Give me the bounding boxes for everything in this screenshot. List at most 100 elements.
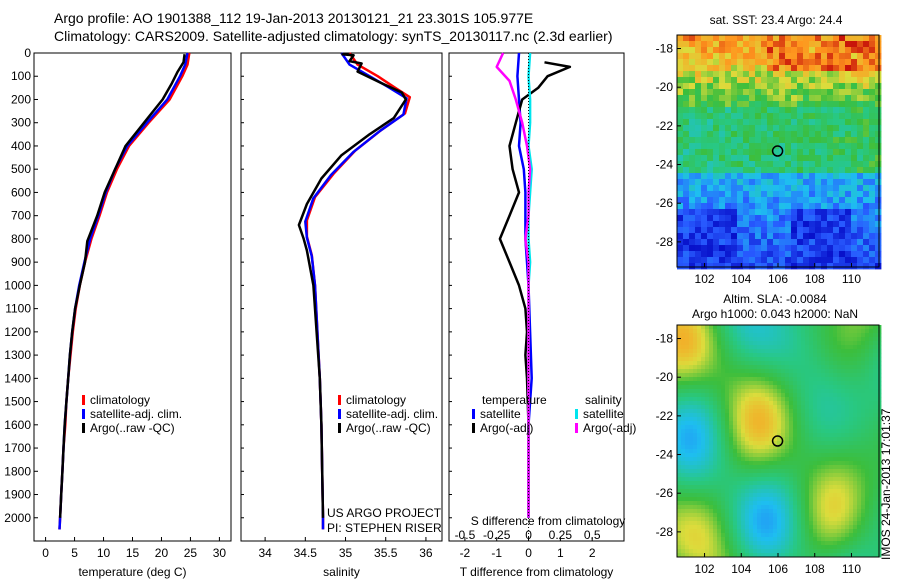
sst_map-cell xyxy=(797,233,804,240)
sla_map-cell xyxy=(749,525,754,530)
sla_map-cell xyxy=(713,421,718,426)
sla_map-cell xyxy=(801,549,806,554)
sla_map-cell xyxy=(817,441,822,446)
sst_map-cell xyxy=(773,125,780,132)
sla_map-cell xyxy=(817,325,822,330)
sst_map-cell xyxy=(749,131,756,138)
sst_map-cell xyxy=(713,215,720,222)
sst_map-cell xyxy=(839,113,846,120)
sla_map-cell xyxy=(745,481,750,486)
sla_map-cell xyxy=(841,465,846,470)
sla_map-cell xyxy=(797,553,802,558)
sla_map-cell xyxy=(849,329,854,334)
sla_map-cell xyxy=(741,553,746,558)
sla_map-cell xyxy=(865,549,870,554)
sla_map-cell xyxy=(873,393,878,398)
sst_map-cell xyxy=(719,227,726,234)
sla_map-cell xyxy=(869,369,874,374)
sst_map-cell xyxy=(827,89,834,96)
sla_map-cell xyxy=(785,509,790,514)
sst_map-cell xyxy=(677,71,684,78)
sla_map-cell xyxy=(761,341,766,346)
sla_map-cell xyxy=(677,361,682,366)
sla_map-cell xyxy=(749,369,754,374)
sla_map-cell xyxy=(677,437,682,442)
sst_map-cell xyxy=(791,83,798,90)
sst_map-cell xyxy=(731,257,738,264)
sla_map-cell xyxy=(813,541,818,546)
sst_map-cell xyxy=(869,197,876,204)
sst_map-cell xyxy=(797,113,804,120)
sst_map-cell xyxy=(815,107,822,114)
sla_map-cell xyxy=(709,421,714,426)
sst_map-cell xyxy=(689,113,696,120)
sla_map-cell xyxy=(689,537,694,542)
sla_map-cell xyxy=(801,409,806,414)
sla_map-cell xyxy=(841,381,846,386)
sst_map-cell xyxy=(803,167,810,174)
sst_map-cell xyxy=(719,65,726,72)
sla_map-cell xyxy=(745,353,750,358)
sla_map-cell xyxy=(773,493,778,498)
sla_map-cell xyxy=(725,529,730,534)
sla_map-cell xyxy=(729,417,734,422)
sla_map-cell xyxy=(789,333,794,338)
sst_map-cell xyxy=(791,245,798,252)
sla_map-cell xyxy=(737,413,742,418)
sla_map-cell xyxy=(689,473,694,478)
sla_map-cell xyxy=(813,497,818,502)
sla_map-cell xyxy=(865,413,870,418)
sla_map-cell xyxy=(797,373,802,378)
sla_map-cell xyxy=(705,517,710,522)
sst_map-cell xyxy=(713,89,720,96)
sla_map-cell xyxy=(869,377,874,382)
sst_map-cell xyxy=(725,215,732,222)
sla_map-cell xyxy=(865,457,870,462)
sla_map-cell xyxy=(721,389,726,394)
sla_map-cell xyxy=(825,473,830,478)
sla_map-cell xyxy=(841,421,846,426)
sla_map-cell xyxy=(785,513,790,518)
sst_map-cell xyxy=(797,125,804,132)
sst_map-cell xyxy=(755,83,762,90)
sla_map-cell xyxy=(709,549,714,554)
sla_map-cell xyxy=(837,397,842,402)
sla_map-cell xyxy=(821,501,826,506)
sst_map-cell xyxy=(797,59,804,66)
sla_map-cell xyxy=(725,333,730,338)
sst_map-cell xyxy=(701,41,708,48)
sla_map-cell xyxy=(765,489,770,494)
sst_map-cell xyxy=(695,233,702,240)
sst_map-cell xyxy=(737,155,744,162)
sla_map-cell xyxy=(701,365,706,370)
sla_map-cell xyxy=(861,417,866,422)
sst_map-cell xyxy=(839,77,846,84)
sla_map-cell xyxy=(829,353,834,358)
sla_map-cell xyxy=(725,461,730,466)
sla_map-cell xyxy=(733,333,738,338)
sla_map-cell xyxy=(789,345,794,350)
sla_map-cell xyxy=(817,509,822,514)
sla_map-cell xyxy=(797,509,802,514)
sla_map-cell xyxy=(749,457,754,462)
sst_map-cell xyxy=(689,35,696,42)
sla_map-cell xyxy=(841,437,846,442)
sst_map-cell xyxy=(845,209,852,216)
sla_map-cell xyxy=(865,393,870,398)
sla_map-cell xyxy=(753,553,758,558)
sla_map-cell xyxy=(869,517,874,522)
sla_map-cell xyxy=(757,545,762,550)
sla_map-cell xyxy=(805,505,810,510)
sla_map-cell xyxy=(781,401,786,406)
sla_map-cell xyxy=(853,541,858,546)
sst_map-cell xyxy=(839,83,846,90)
sst_map-cell xyxy=(809,107,816,114)
sst_map-cell xyxy=(791,137,798,144)
sst_map-cell xyxy=(821,263,828,270)
sla_map-cell xyxy=(801,521,806,526)
sla_map-cell xyxy=(821,505,826,510)
sla_map-cell xyxy=(785,337,790,342)
sla_map-cell xyxy=(789,549,794,554)
sla_map-cell xyxy=(829,393,834,398)
sst_map-cell xyxy=(785,59,792,66)
